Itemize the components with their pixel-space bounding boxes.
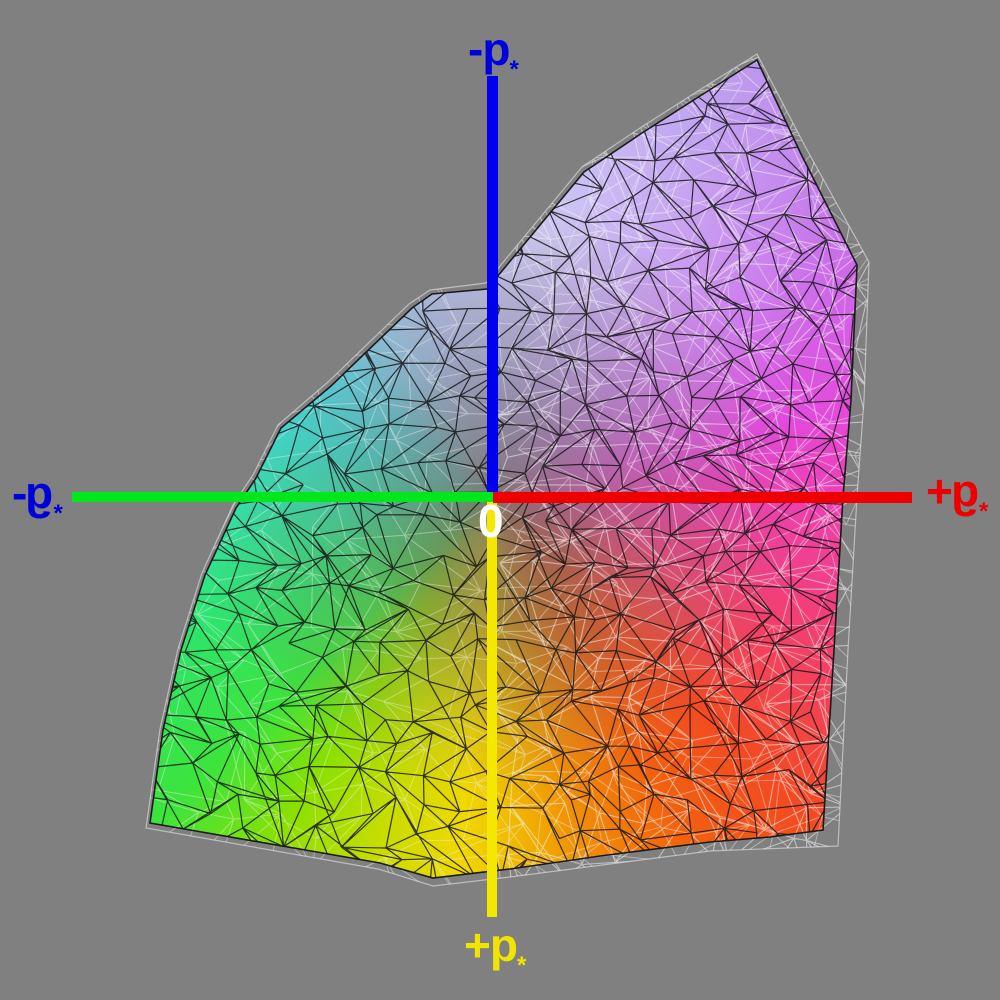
label-letter: p: [489, 919, 518, 971]
axis-line-up-blue: [487, 76, 498, 497]
label-subscript: *: [509, 55, 518, 83]
black-wireframe: [150, 60, 857, 878]
label-sign: -: [12, 467, 27, 519]
label-sign: +: [926, 465, 953, 517]
axis-label-plus-g: +g*: [926, 465, 988, 525]
axis-line-left-green: [72, 492, 493, 502]
label-subscript: *: [516, 951, 526, 979]
label-sign: +: [464, 919, 491, 971]
axis-label-minus-g: -g*: [12, 467, 63, 527]
axis-label-plus-p: +p*: [464, 919, 526, 979]
axis-label-minus-p: -p*: [468, 23, 519, 83]
axis-line-down-yellow: [487, 497, 497, 917]
origin-zero-marker: 0: [478, 495, 504, 547]
axis-line-right-red: [493, 492, 912, 503]
label-letter-mirrored: g: [26, 467, 54, 519]
gamut-silhouette-outline: [149, 58, 858, 879]
label-subscript: *: [978, 497, 988, 525]
back-surface-outline: [145, 53, 870, 887]
label-subscript: *: [53, 499, 62, 527]
label-letter-mirrored: g: [951, 465, 979, 517]
label-sign: -: [468, 23, 483, 75]
label-letter: p: [482, 23, 510, 75]
